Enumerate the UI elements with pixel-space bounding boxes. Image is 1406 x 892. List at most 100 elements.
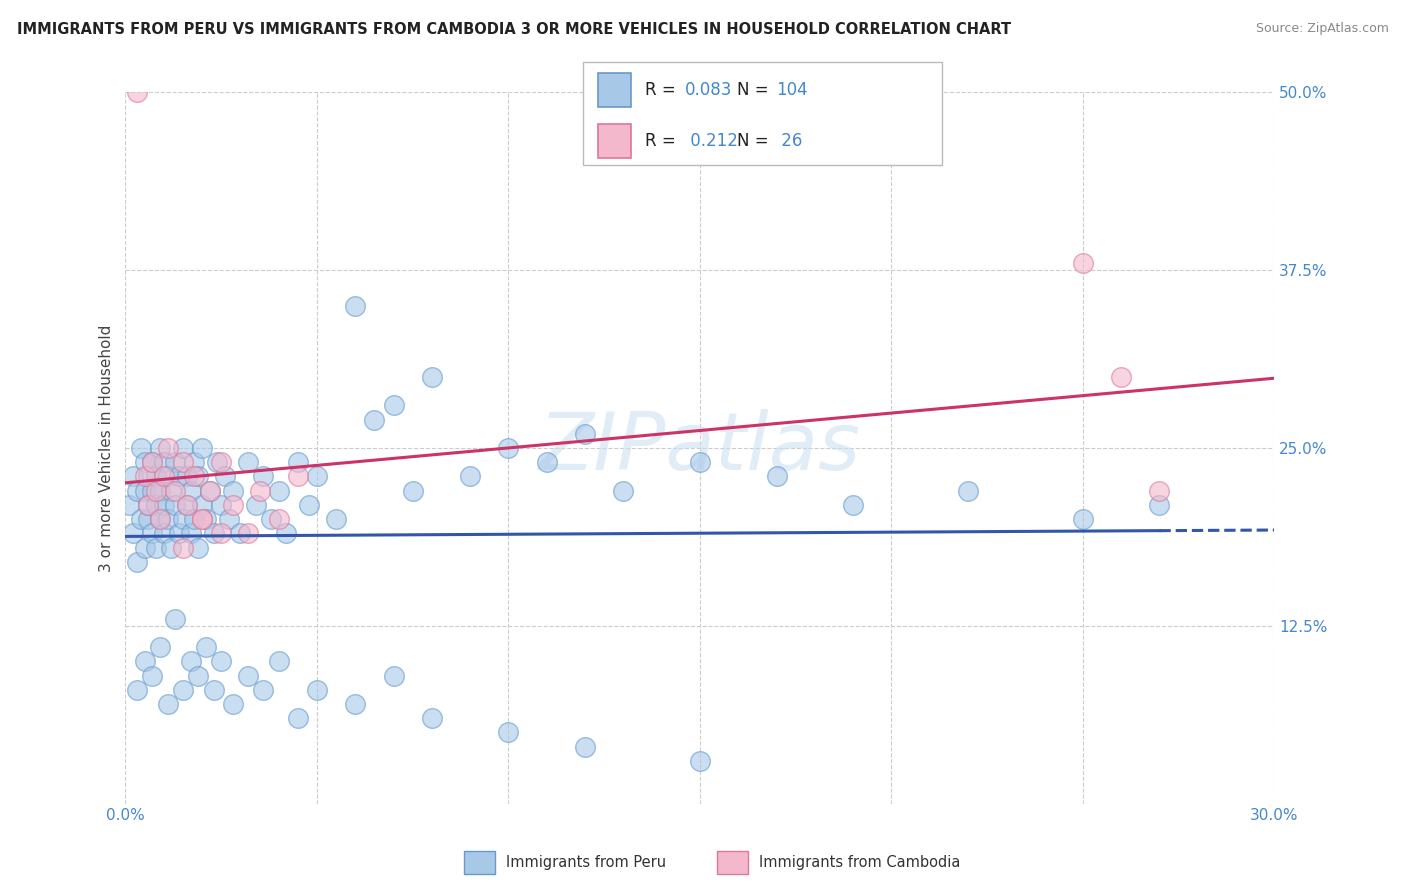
Point — [183, 512, 205, 526]
Point — [156, 469, 179, 483]
Text: Source: ZipAtlas.com: Source: ZipAtlas.com — [1256, 22, 1389, 36]
Point — [160, 483, 183, 498]
Point — [402, 483, 425, 498]
Point — [191, 512, 214, 526]
Point — [138, 498, 160, 512]
Point — [180, 483, 202, 498]
Point — [176, 498, 198, 512]
Point — [249, 483, 271, 498]
Point — [145, 541, 167, 555]
Point — [1071, 512, 1094, 526]
Point — [191, 441, 214, 455]
Point — [956, 483, 979, 498]
Point — [222, 483, 245, 498]
Point — [842, 498, 865, 512]
Point — [363, 412, 385, 426]
Point — [209, 654, 232, 668]
Point — [129, 441, 152, 455]
Point — [141, 483, 163, 498]
Point — [180, 654, 202, 668]
Point — [458, 469, 481, 483]
Point — [134, 654, 156, 668]
Point — [536, 455, 558, 469]
Point — [165, 483, 187, 498]
Point — [267, 654, 290, 668]
Text: Immigrants from Peru: Immigrants from Peru — [506, 855, 666, 870]
Point — [194, 512, 217, 526]
Point — [134, 541, 156, 555]
Point — [191, 498, 214, 512]
Point — [165, 612, 187, 626]
Point — [498, 725, 520, 739]
Point — [145, 469, 167, 483]
Point — [152, 526, 174, 541]
Point — [149, 512, 172, 526]
Text: 0.212: 0.212 — [685, 132, 738, 150]
Text: 104: 104 — [776, 81, 807, 99]
Point — [172, 441, 194, 455]
Point — [152, 469, 174, 483]
Point — [245, 498, 267, 512]
Point — [222, 498, 245, 512]
Point — [141, 455, 163, 469]
Text: R =: R = — [645, 132, 682, 150]
Text: IMMIGRANTS FROM PERU VS IMMIGRANTS FROM CAMBODIA 3 OR MORE VEHICLES IN HOUSEHOLD: IMMIGRANTS FROM PERU VS IMMIGRANTS FROM … — [17, 22, 1011, 37]
Point — [689, 754, 711, 768]
Point — [498, 441, 520, 455]
Point — [156, 697, 179, 711]
Point — [183, 455, 205, 469]
Point — [198, 483, 221, 498]
Point — [118, 498, 141, 512]
Point — [129, 512, 152, 526]
Point — [152, 455, 174, 469]
Point — [165, 455, 187, 469]
Point — [125, 555, 148, 569]
Point — [287, 455, 309, 469]
Point — [149, 512, 172, 526]
Point — [187, 469, 209, 483]
Point — [1071, 256, 1094, 270]
Point — [165, 498, 187, 512]
Point — [198, 483, 221, 498]
Point — [160, 541, 183, 555]
Point — [145, 483, 167, 498]
Point — [202, 682, 225, 697]
Point — [287, 711, 309, 725]
Point — [167, 469, 190, 483]
Point — [325, 512, 347, 526]
Point — [276, 526, 298, 541]
Point — [125, 86, 148, 100]
Point — [141, 668, 163, 682]
Point — [194, 640, 217, 654]
Point — [612, 483, 634, 498]
Text: N =: N = — [737, 132, 773, 150]
Point — [138, 498, 160, 512]
Point — [267, 483, 290, 498]
Point — [1149, 498, 1171, 512]
Point — [236, 668, 259, 682]
Point — [172, 682, 194, 697]
Point — [218, 512, 240, 526]
Point — [138, 512, 160, 526]
Text: 26: 26 — [776, 132, 803, 150]
Point — [260, 512, 283, 526]
Text: R =: R = — [645, 81, 682, 99]
Point — [420, 711, 443, 725]
Point — [382, 398, 405, 412]
Point — [344, 299, 367, 313]
Point — [689, 455, 711, 469]
Point — [180, 526, 202, 541]
Point — [209, 498, 232, 512]
Point — [236, 526, 259, 541]
Point — [305, 682, 328, 697]
Point — [176, 469, 198, 483]
Point — [152, 498, 174, 512]
Point — [125, 682, 148, 697]
Point — [172, 541, 194, 555]
Point — [141, 526, 163, 541]
Point — [298, 498, 321, 512]
Point — [187, 541, 209, 555]
Point — [122, 469, 145, 483]
Point — [149, 441, 172, 455]
Point — [138, 469, 160, 483]
